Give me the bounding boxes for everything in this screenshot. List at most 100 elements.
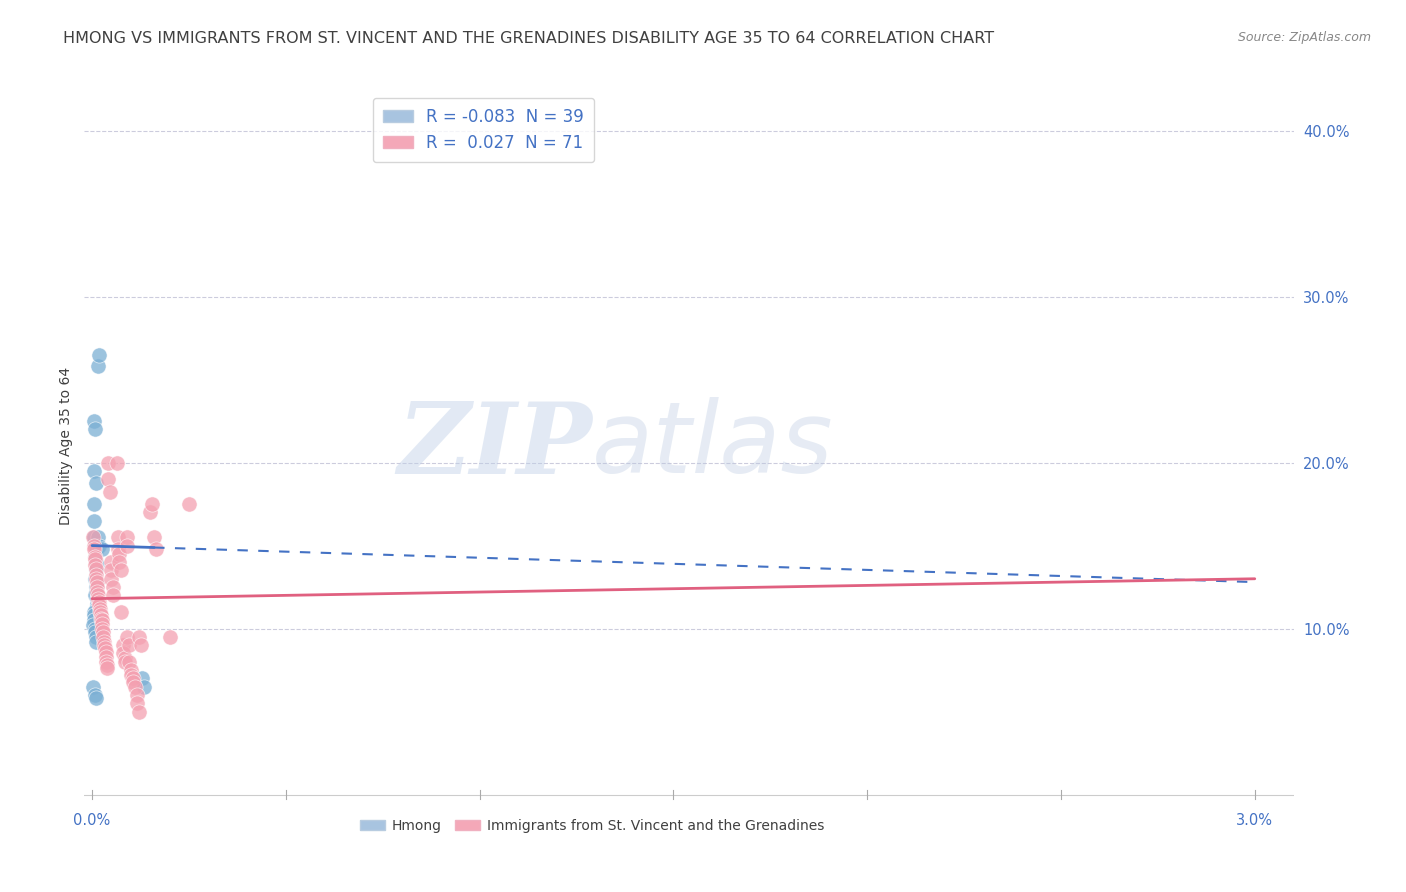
Point (118, 655, 141, 669)
Point (110, 564, 132, 578)
Point (83, 550, 105, 565)
Point (98, 485, 121, 500)
Point (143, 530, 166, 544)
Point (97, 472, 120, 486)
Text: Source: ZipAtlas.com: Source: ZipAtlas.com (1237, 31, 1371, 45)
Point (86, 541, 108, 556)
Point (103, 588, 125, 602)
Point (86, 591, 108, 606)
Point (86, 580, 108, 594)
Point (84, 422, 107, 436)
Point (87, 530, 110, 544)
Point (90, 541, 112, 556)
Point (86, 597, 108, 611)
Point (83, 541, 105, 556)
Point (121, 674, 143, 689)
Point (82, 618, 104, 632)
Point (87, 348, 110, 362)
Point (128, 705, 150, 719)
Point (84, 688, 107, 702)
Point (82, 530, 104, 544)
Point (139, 505, 162, 519)
Point (84, 564, 107, 578)
Point (90, 622, 112, 636)
Point (103, 580, 125, 594)
Point (90, 613, 112, 627)
Point (94, 645, 117, 659)
Text: ZIP: ZIP (398, 398, 592, 494)
Point (159, 630, 181, 644)
Point (145, 541, 167, 556)
Point (115, 539, 138, 553)
Point (120, 663, 142, 677)
Point (96, 658, 118, 673)
Point (114, 655, 136, 669)
Text: HMONG VS IMMIGRANTS FROM ST. VINCENT AND THE GRENADINES DISABILITY AGE 35 TO 64 : HMONG VS IMMIGRANTS FROM ST. VINCENT AND… (63, 31, 994, 46)
Point (83, 539, 105, 553)
Point (83, 530, 105, 544)
Point (114, 651, 136, 665)
Point (97, 456, 120, 470)
Point (93, 635, 115, 649)
Point (129, 638, 152, 652)
Point (131, 671, 153, 685)
Point (84, 572, 107, 586)
Point (118, 638, 141, 652)
Point (82, 680, 104, 694)
Point (112, 647, 135, 661)
Point (84, 475, 107, 490)
Point (108, 555, 131, 569)
Point (87, 599, 110, 613)
Point (83, 497, 105, 511)
Point (93, 641, 115, 656)
Y-axis label: Disability Age 35 to 64: Disability Age 35 to 64 (59, 367, 73, 525)
Point (84, 568, 107, 582)
Point (83, 608, 105, 623)
Point (84, 562, 107, 576)
Point (124, 680, 146, 694)
Point (87, 595, 110, 609)
Point (91, 630, 114, 644)
Point (90, 608, 112, 623)
Point (87, 588, 110, 602)
Point (107, 541, 129, 556)
Point (83, 514, 105, 528)
Point (125, 688, 148, 702)
Point (91, 624, 114, 639)
Point (84, 622, 107, 636)
Point (84, 580, 107, 594)
Point (83, 613, 105, 627)
Point (105, 456, 128, 470)
Point (120, 668, 142, 682)
Point (128, 630, 150, 644)
Point (107, 530, 129, 544)
Point (115, 530, 138, 544)
Point (84, 691, 107, 706)
Point (84, 572, 107, 586)
Point (100, 555, 122, 569)
Point (125, 696, 148, 710)
Legend: Hmong, Immigrants from St. Vincent and the Grenadines: Hmong, Immigrants from St. Vincent and t… (354, 814, 831, 838)
Point (141, 497, 163, 511)
Point (90, 611, 112, 625)
Point (134, 680, 156, 694)
Point (84, 539, 107, 553)
Point (93, 638, 115, 652)
Point (87, 359, 110, 374)
Point (94, 655, 117, 669)
Point (84, 550, 107, 565)
Point (90, 616, 112, 631)
Point (96, 661, 118, 675)
Point (100, 564, 122, 578)
Point (110, 605, 132, 619)
Point (84, 601, 107, 615)
Point (94, 649, 117, 664)
Point (112, 638, 135, 652)
Point (84, 630, 107, 644)
Point (89, 601, 111, 615)
Point (84, 552, 107, 566)
Point (84, 558, 107, 573)
Point (87, 591, 110, 606)
Point (87, 539, 110, 553)
Point (100, 572, 122, 586)
